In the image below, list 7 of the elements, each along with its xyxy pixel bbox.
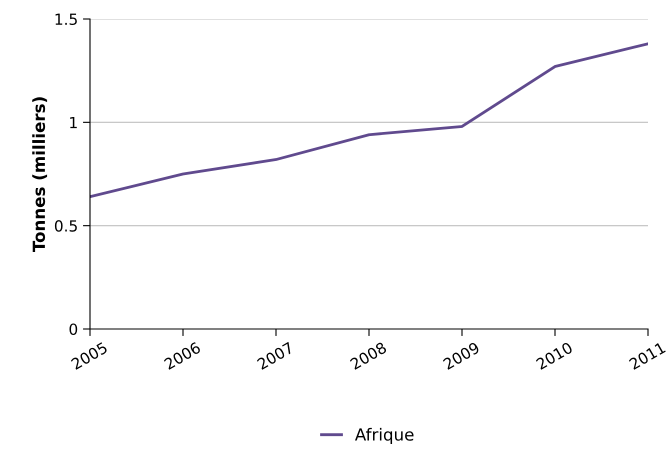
line-series — [90, 42, 648, 198]
y-axis-title: Tonnes (milliers) — [32, 97, 48, 252]
y-tick-label: 1 — [70, 117, 77, 128]
y-tick-label: 0 — [69, 323, 78, 336]
y-tick-label: 0.5 — [54, 220, 77, 232]
y-tick-label: 1.5 — [56, 14, 77, 26]
legend-label: Afrique — [354, 428, 414, 444]
